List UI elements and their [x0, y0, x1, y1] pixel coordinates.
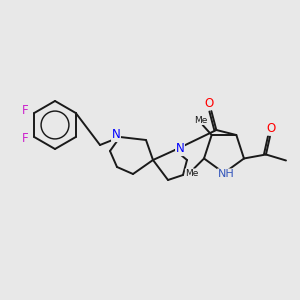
- Text: O: O: [266, 122, 276, 135]
- Text: Me: Me: [194, 116, 207, 124]
- Text: F: F: [22, 133, 28, 146]
- Text: NH: NH: [218, 169, 234, 179]
- Text: O: O: [205, 97, 214, 110]
- Text: N: N: [176, 142, 184, 155]
- Text: N: N: [112, 128, 120, 142]
- Text: F: F: [22, 104, 28, 118]
- Text: Me: Me: [185, 169, 199, 178]
